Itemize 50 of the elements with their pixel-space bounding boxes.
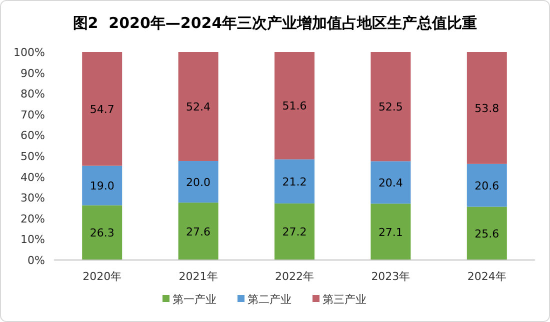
data-label: 26.3 bbox=[90, 226, 114, 240]
y-tick-label: 100% bbox=[14, 46, 45, 59]
bar bbox=[370, 52, 411, 162]
bar bbox=[178, 202, 218, 260]
data-label: 27.6 bbox=[186, 225, 211, 238]
y-tick-label: 80% bbox=[20, 88, 45, 101]
y-tick-label: 20% bbox=[20, 212, 45, 226]
y-tick-label: 40% bbox=[20, 170, 45, 184]
y-tick-label: 70% bbox=[20, 108, 45, 122]
bar bbox=[82, 52, 122, 166]
x-tick-label: 2021年 bbox=[178, 270, 218, 283]
bar bbox=[466, 206, 507, 260]
bar bbox=[370, 161, 411, 204]
data-label: 21.2 bbox=[282, 175, 307, 188]
x-tick-label: 2022年 bbox=[275, 270, 314, 283]
bar bbox=[466, 52, 507, 164]
legend-label: 第三产业 bbox=[322, 293, 366, 306]
y-tick-label: 10% bbox=[20, 233, 45, 246]
data-label: 19.0 bbox=[90, 180, 114, 193]
y-tick-label: 60% bbox=[20, 129, 45, 142]
data-label: 20.6 bbox=[474, 179, 500, 192]
bar bbox=[178, 52, 218, 161]
legend-label: 第二产业 bbox=[248, 293, 292, 306]
data-label: 25.6 bbox=[474, 227, 500, 240]
legend-label: 第一产业 bbox=[172, 293, 216, 306]
bar bbox=[82, 166, 122, 206]
data-label: 54.7 bbox=[90, 102, 114, 116]
data-label: 52.4 bbox=[186, 100, 211, 114]
bar bbox=[178, 160, 218, 203]
bar bbox=[82, 205, 122, 260]
data-label: 20.0 bbox=[186, 176, 211, 189]
bar bbox=[370, 204, 411, 260]
x-tick-label: 2023年 bbox=[371, 270, 410, 283]
y-tick-label: 50% bbox=[20, 150, 45, 163]
x-tick-label: 2024年 bbox=[467, 270, 506, 283]
bar bbox=[274, 203, 314, 260]
data-label: 27.1 bbox=[378, 226, 403, 239]
bar bbox=[274, 159, 314, 204]
data-label: 27.2 bbox=[282, 226, 307, 239]
data-label: 52.5 bbox=[378, 100, 403, 114]
chart-title: 图2 2020年—2024年三次产业增加值占地区生产总值比重 bbox=[72, 14, 478, 32]
y-tick-label: 90% bbox=[20, 66, 45, 80]
data-label: 51.6 bbox=[282, 100, 307, 113]
bar bbox=[274, 52, 314, 160]
data-label: 53.8 bbox=[474, 102, 500, 115]
data-label: 20.4 bbox=[378, 176, 403, 190]
x-tick-label: 2020年 bbox=[82, 270, 122, 283]
y-tick-label: 30% bbox=[20, 192, 45, 205]
y-tick-label: 0% bbox=[28, 254, 45, 267]
bar bbox=[466, 164, 507, 207]
